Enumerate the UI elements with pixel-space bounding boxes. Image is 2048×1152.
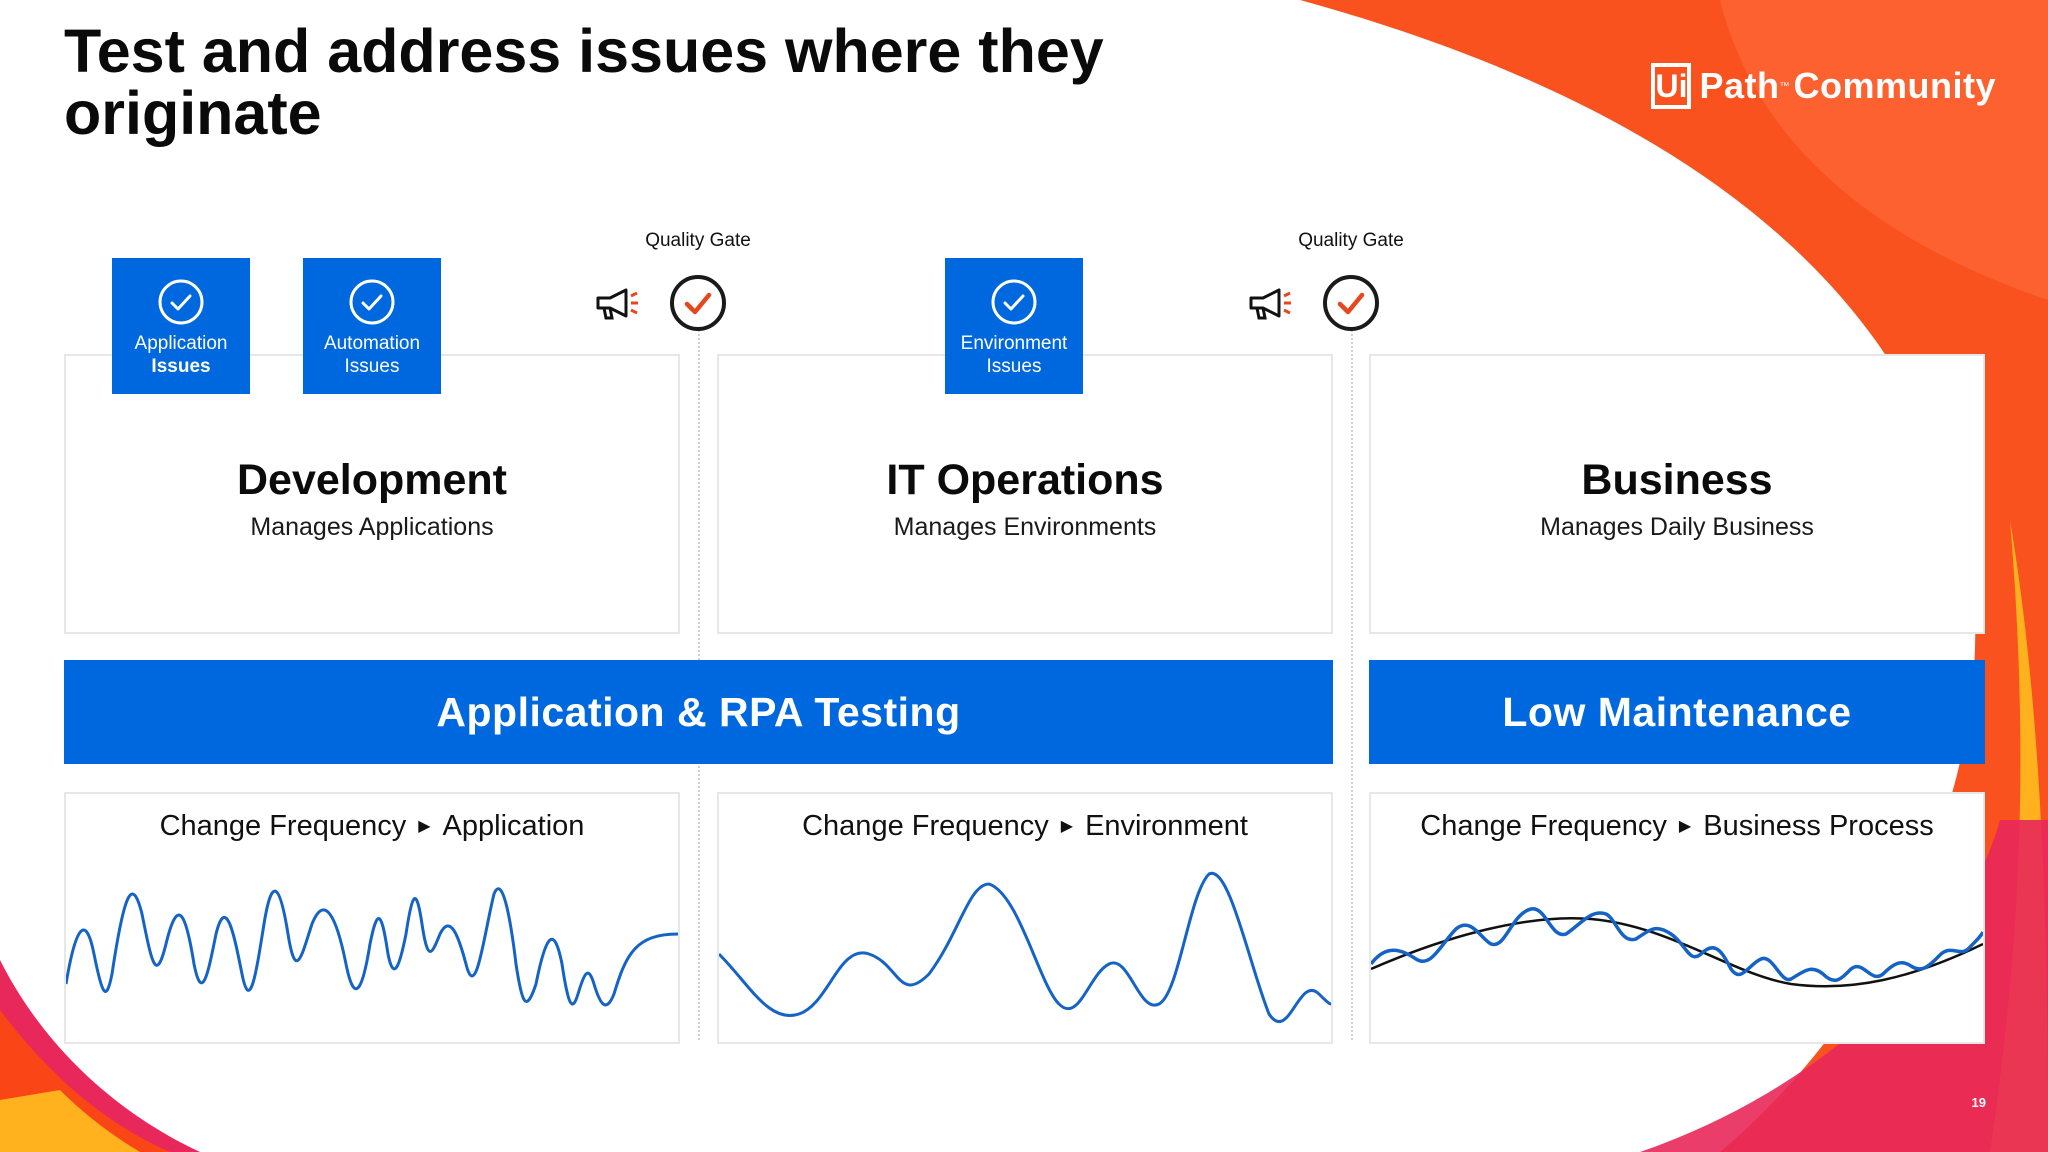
orange-corner-shape bbox=[1300, 0, 2048, 1152]
quality-gate-label: Quality Gate bbox=[645, 230, 751, 251]
development-panel: Development Manages Applications bbox=[64, 354, 680, 634]
gate-check-icon bbox=[1323, 275, 1379, 331]
logo-box: Ui bbox=[1651, 63, 1692, 109]
panel-title: Development bbox=[236, 456, 507, 504]
low-maintenance-bar: Low Maintenance bbox=[1369, 660, 1985, 764]
panel-subtitle: Manages Environments bbox=[893, 513, 1157, 541]
page-title: Test and address issues where they origi… bbox=[64, 17, 1104, 147]
frequency-label-text: Change Frequency bbox=[159, 810, 407, 842]
application-rpa-testing-bar: Application & RPA Testing bbox=[64, 660, 1333, 764]
frequency-panel-environment: Change Frequency ▶ Environment bbox=[717, 792, 1333, 1044]
frequency-label: Change Frequency ▶ Environment bbox=[719, 810, 1331, 843]
automation-issues-badge: Automation Issues bbox=[303, 258, 441, 394]
top-right-glow bbox=[1720, 0, 2048, 300]
arrow-right-icon: ▶ bbox=[418, 818, 431, 835]
badge-line2: Issues bbox=[151, 356, 211, 377]
frequency-label: Change Frequency ▶ Application bbox=[66, 810, 678, 843]
bottom-left-yellow bbox=[0, 1090, 140, 1152]
frequency-panel-business-process: Change Frequency ▶ Business Process bbox=[1369, 792, 1985, 1044]
low-frequency-wave bbox=[1371, 907, 1983, 988]
frequency-label: Change Frequency ▶ Business Process bbox=[1371, 810, 1983, 843]
megaphone-icon bbox=[1249, 288, 1291, 320]
frequency-label-text: Change Frequency bbox=[1420, 810, 1667, 842]
panel-subtitle: Manages Applications bbox=[250, 513, 494, 541]
panel-title: IT Operations bbox=[886, 456, 1164, 504]
arrow-right-icon: ▶ bbox=[1060, 818, 1074, 835]
badge-line1: Automation bbox=[323, 333, 421, 354]
panel-title: Business bbox=[1581, 456, 1773, 504]
logo-path-text: Path bbox=[1699, 65, 1780, 106]
uipath-community-logo: Ui Path ™ Community bbox=[1651, 60, 1996, 112]
logo-community-text: Community bbox=[1793, 65, 1996, 106]
page-number: 19 bbox=[1971, 1095, 1986, 1110]
check-circle-icon bbox=[158, 279, 204, 325]
frequency-label-text: Change Frequency bbox=[802, 810, 1049, 842]
high-frequency-wave bbox=[66, 887, 678, 1007]
arrow-right-icon: ▶ bbox=[1678, 818, 1692, 835]
frequency-panel-application: Change Frequency ▶ Application bbox=[64, 792, 680, 1044]
application-issues-badge: Application Issues bbox=[112, 258, 250, 394]
check-circle-icon bbox=[991, 279, 1037, 325]
badge-line2: Issues bbox=[344, 356, 400, 377]
logo-trademark: ™ bbox=[1779, 80, 1790, 92]
it-operations-panel: IT Operations Manages Environments bbox=[717, 354, 1333, 634]
divider-ops-business bbox=[1351, 330, 1353, 1040]
quality-gate-label: Quality Gate bbox=[1298, 230, 1404, 251]
badge-line2: Issues bbox=[986, 356, 1042, 377]
medium-frequency-wave bbox=[719, 871, 1331, 1024]
megaphone-icon bbox=[596, 288, 638, 320]
frequency-target: Business Process bbox=[1703, 810, 1934, 842]
bottom-right-pink bbox=[1640, 820, 2048, 1152]
gate-check-icon bbox=[670, 275, 726, 331]
badge-line1: Application bbox=[134, 333, 228, 354]
environment-issues-badge: Environment Issues bbox=[945, 258, 1083, 394]
badge-line1: Environment bbox=[960, 333, 1068, 354]
oscillation-line bbox=[1371, 907, 1983, 983]
panel-subtitle: Manages Daily Business bbox=[1540, 513, 1814, 541]
check-circle-icon bbox=[349, 279, 395, 325]
trend-line bbox=[1371, 917, 1983, 988]
frequency-target: Application bbox=[442, 810, 585, 842]
business-panel: Business Manages Daily Business bbox=[1369, 354, 1985, 634]
frequency-target: Environment bbox=[1085, 810, 1248, 842]
